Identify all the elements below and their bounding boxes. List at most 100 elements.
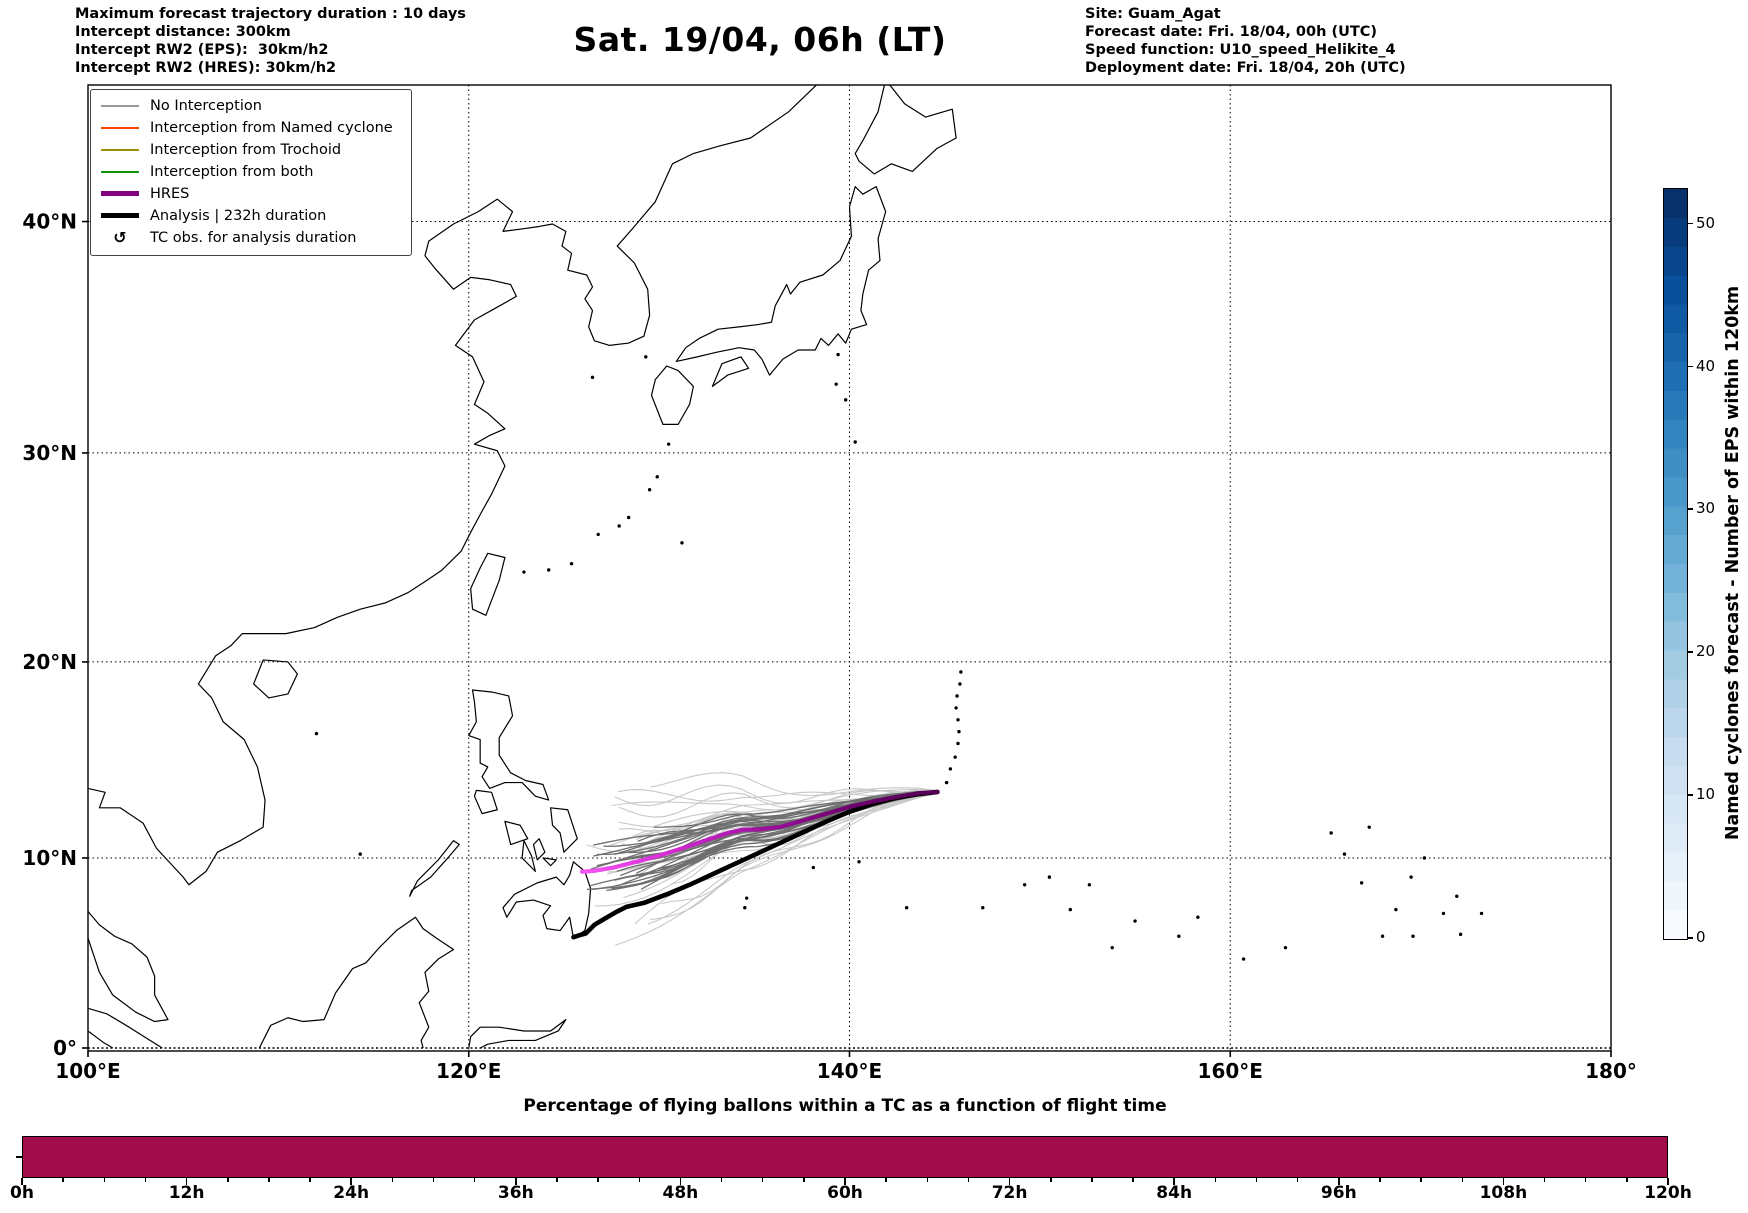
cyclone-symbol-icon: ↺ [113,227,127,247]
hour-minor-tick [1461,1178,1463,1182]
hour-minor-tick [103,1178,106,1182]
site-info-block: Site: Guam_Agat Forecast date: Fri. 18/0… [1085,5,1406,77]
hour-major-tick [1502,1178,1505,1185]
coastline [88,1030,114,1049]
hour-major-tick [844,1178,846,1185]
coastline-island [854,85,957,175]
colorbar [1663,188,1688,940]
island-dot [1441,911,1446,916]
hour-minor-tick [1132,1178,1134,1182]
coastline-island [542,857,557,867]
island-dot [948,767,953,771]
island-dot [1133,919,1137,923]
hour-axis-label: 72h [991,1183,1028,1203]
island-dot [647,488,652,492]
legend-item: Interception from Named cyclone [101,118,401,137]
hour-minor-tick [1091,1178,1093,1182]
hour-minor-tick [309,1178,311,1182]
coastline-island [711,356,750,387]
lon-tick-label: 160°E [1198,1059,1263,1083]
tc-percentage-bar [23,1137,1667,1177]
island-dot [744,896,749,900]
hour-minor-tick [62,1178,64,1182]
hour-minor-tick [1626,1178,1628,1182]
island-dot [944,780,949,785]
hour-axis-label: 60h [827,1183,863,1203]
island-dot [953,755,957,759]
island-dot [1068,907,1073,912]
hour-minor-tick [1543,1178,1546,1182]
coastline-island [473,789,498,815]
hour-major-tick [350,1178,352,1185]
bar-chart-title: Percentage of flying ballons within a TC… [523,1096,1167,1116]
island-dot [959,670,963,674]
legend-item: No Interception [101,96,401,115]
legend-box: No Interception Interception from Named c… [90,89,412,256]
island-dot [811,865,816,870]
hour-major-tick [185,1178,188,1185]
hour-minor-tick [432,1178,435,1182]
hres-trajectory [579,789,940,874]
hour-minor-tick [144,1178,147,1182]
legend-line [101,213,139,218]
lat-tick-label: 0° [53,1036,77,1060]
lon-tick-label: 140°E [817,1059,882,1083]
island-dot [954,706,958,710]
hour-axis-label: 108h [1479,1183,1528,1203]
hour-minor-tick [967,1178,970,1182]
param-line: Intercept RW2 (HRES): 30km/h2 [75,60,337,76]
hour-minor-tick [1296,1178,1299,1182]
hour-axis-label: 84h [1156,1183,1193,1203]
coastline-island [502,861,592,939]
hour-axis-label: 96h [1320,1183,1357,1203]
legend-line [101,126,139,129]
island-dot [1087,883,1092,887]
hour-minor-tick [597,1178,599,1182]
island-dot [834,382,838,386]
island-dot [1342,852,1347,856]
hour-minor-tick [391,1178,394,1182]
island-dot [956,741,960,746]
island-dot [666,442,671,446]
hour-minor-tick [1255,1178,1258,1182]
legend-item: Interception from both [101,162,401,181]
hour-axis-label: 120h [1644,1183,1692,1203]
hour-minor-tick [1584,1178,1587,1182]
hour-axis-label: 24h [333,1183,370,1203]
island-dot [680,541,684,545]
legend-line [101,148,139,151]
param-line: Maximum forecast trajectory duration : 1… [75,6,466,22]
legend-line [101,191,139,196]
colorbar-tick-label: 0 [1696,928,1706,946]
island-dot [590,375,595,380]
site-line: Site: Guam_Agat [1085,6,1221,22]
island-dot [1047,875,1052,879]
island-dot [1177,934,1181,938]
legend-item: HRES [101,184,401,203]
island-dot [1458,932,1463,937]
bar-y-tick [16,1156,22,1158]
legend-item-label: TC obs. for analysis duration [150,229,357,246]
colorbar-tick-label: 40 [1696,356,1716,375]
lat-tick-label: 20°N [22,650,77,674]
coastline-island [468,689,550,801]
island-dot [1411,934,1415,938]
legend-item: ↺ TC obs. for analysis duration [101,228,401,247]
coastline [468,1019,567,1049]
coastline-island [650,365,694,425]
island-dot [314,731,319,736]
coastline-island [504,820,529,846]
eps-member-no-interception [594,790,938,907]
hour-major-tick [679,1178,682,1185]
hour-minor-tick [1420,1178,1422,1182]
coastline-island [409,840,460,897]
colorbar-tick [1687,222,1693,225]
island-dot [617,524,621,528]
legend-line-swatch [101,104,139,107]
coastline [88,1007,163,1049]
hour-axis-label: 36h [497,1183,534,1203]
eps-member-no-interception [649,790,938,921]
island-dot [1359,881,1364,885]
